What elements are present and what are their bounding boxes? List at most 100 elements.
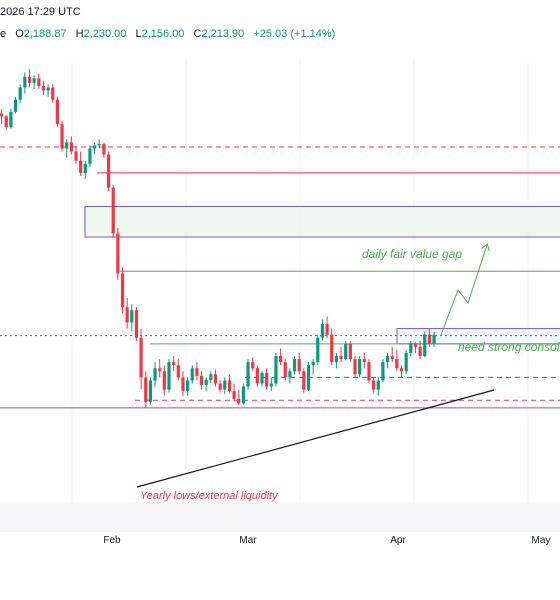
- candle-body: [27, 76, 32, 83]
- candle-body: [339, 356, 343, 360]
- candle-body: [79, 160, 83, 173]
- change-value: +25.03 (+1.14%): [253, 28, 336, 40]
- candle-body: [116, 233, 120, 274]
- candle-body: [0, 113, 4, 117]
- candle-body: [418, 346, 422, 357]
- candle-body: [241, 386, 245, 404]
- header-datetime: 2026 17:29 UTC: [0, 6, 81, 18]
- high-value: 2,230.00: [83, 28, 127, 40]
- time-axis-label: May: [532, 535, 551, 546]
- time-axis-label: Mar: [239, 535, 257, 546]
- candle-body: [362, 359, 366, 363]
- candle-body: [320, 323, 325, 338]
- candle-body: [55, 99, 59, 125]
- candle-body: [199, 375, 204, 386]
- candle-body: [251, 362, 255, 369]
- candle-body: [130, 310, 134, 323]
- consolidation-annotation: need strong consolidation: [458, 340, 560, 354]
- candle-body: [41, 85, 46, 91]
- time-axis-label: Apr: [390, 535, 406, 546]
- candle-body: [162, 371, 166, 390]
- candle-body: [102, 143, 106, 155]
- candle-body: [367, 362, 371, 381]
- candle-body: [344, 343, 348, 360]
- time-axis: Feb Mar Apr May: [103, 535, 550, 546]
- candle-body: [399, 368, 404, 372]
- ohlc-legend: e O2,188.87 H2,230.00 L2,156.00 C2,213.9…: [0, 28, 335, 40]
- open-key: O: [15, 28, 24, 40]
- candle-body: [93, 145, 97, 149]
- candle-body: [32, 78, 36, 83]
- grid: [71, 60, 529, 530]
- levels: [0, 146, 560, 409]
- candle-body: [176, 365, 180, 378]
- candle-body: [381, 362, 385, 381]
- candle-body: [65, 142, 69, 149]
- low-key: L: [135, 28, 142, 40]
- candle-body: [265, 372, 269, 387]
- candle-body: [288, 371, 292, 378]
- candle-body: [279, 356, 283, 363]
- candle-body: [227, 380, 232, 392]
- candle-body: [348, 343, 352, 360]
- candle-body: [274, 356, 278, 384]
- candle-body: [209, 374, 213, 380]
- candle-body: [106, 154, 111, 188]
- candle-body: [283, 362, 287, 378]
- candle-body: [167, 362, 171, 390]
- candle-body: [134, 310, 139, 338]
- candle-body: [232, 391, 236, 399]
- high-key: H: [75, 28, 84, 40]
- projection-arrow: [440, 245, 487, 336]
- candle-body: [69, 142, 73, 152]
- candle-body: [172, 362, 176, 366]
- candle-body: [358, 359, 362, 375]
- candle-body: [158, 368, 162, 372]
- candle-body: [23, 76, 27, 88]
- candle-body: [88, 148, 92, 164]
- close-key: C: [193, 28, 202, 40]
- candle-body: [246, 362, 250, 387]
- candle-body: [330, 334, 334, 363]
- candle-body: [186, 380, 190, 392]
- candle-body: [376, 380, 380, 390]
- candle-body: [213, 374, 218, 384]
- candle-body: [385, 356, 390, 363]
- candle-body: [237, 398, 241, 404]
- candle-body: [306, 365, 311, 390]
- candle-body: [423, 334, 427, 357]
- candle-body: [334, 356, 338, 363]
- candle-body: [316, 337, 320, 363]
- candle-body: [409, 343, 413, 353]
- candle-body: [432, 334, 436, 344]
- candle-body: [111, 187, 115, 234]
- candle-body: [9, 111, 13, 128]
- candle-body: [60, 124, 64, 149]
- candle-body: [74, 151, 78, 161]
- candle-body: [153, 368, 157, 381]
- open-value: 2,188.87: [23, 28, 67, 40]
- candles: [0, 69, 436, 408]
- candle-body: [395, 359, 399, 369]
- drawings: [136, 245, 495, 488]
- candle-body: [148, 380, 152, 402]
- candle-body: [51, 87, 55, 100]
- close-value: 2,213.90: [201, 28, 245, 40]
- candle-body: [260, 372, 264, 384]
- candle-body: [181, 377, 185, 392]
- candle-body: [390, 356, 394, 360]
- candle-body: [125, 307, 129, 323]
- yearly-lows-annotation: Yearly lows/external liquidity: [140, 490, 279, 502]
- chart-header: 2026 17:29 UTC e O2,188.87 H2,230.00 L2,…: [0, 0, 560, 60]
- candle-body: [325, 323, 329, 335]
- candle-body: [46, 87, 50, 91]
- candle-body: [372, 380, 376, 390]
- series-letter: e: [0, 28, 7, 40]
- zones: [0, 205, 560, 532]
- fvg-zone: [84, 205, 560, 238]
- candle-body: [255, 368, 259, 384]
- candle-body: [302, 371, 306, 390]
- candle-body: [195, 368, 199, 376]
- candle-body: [13, 99, 18, 112]
